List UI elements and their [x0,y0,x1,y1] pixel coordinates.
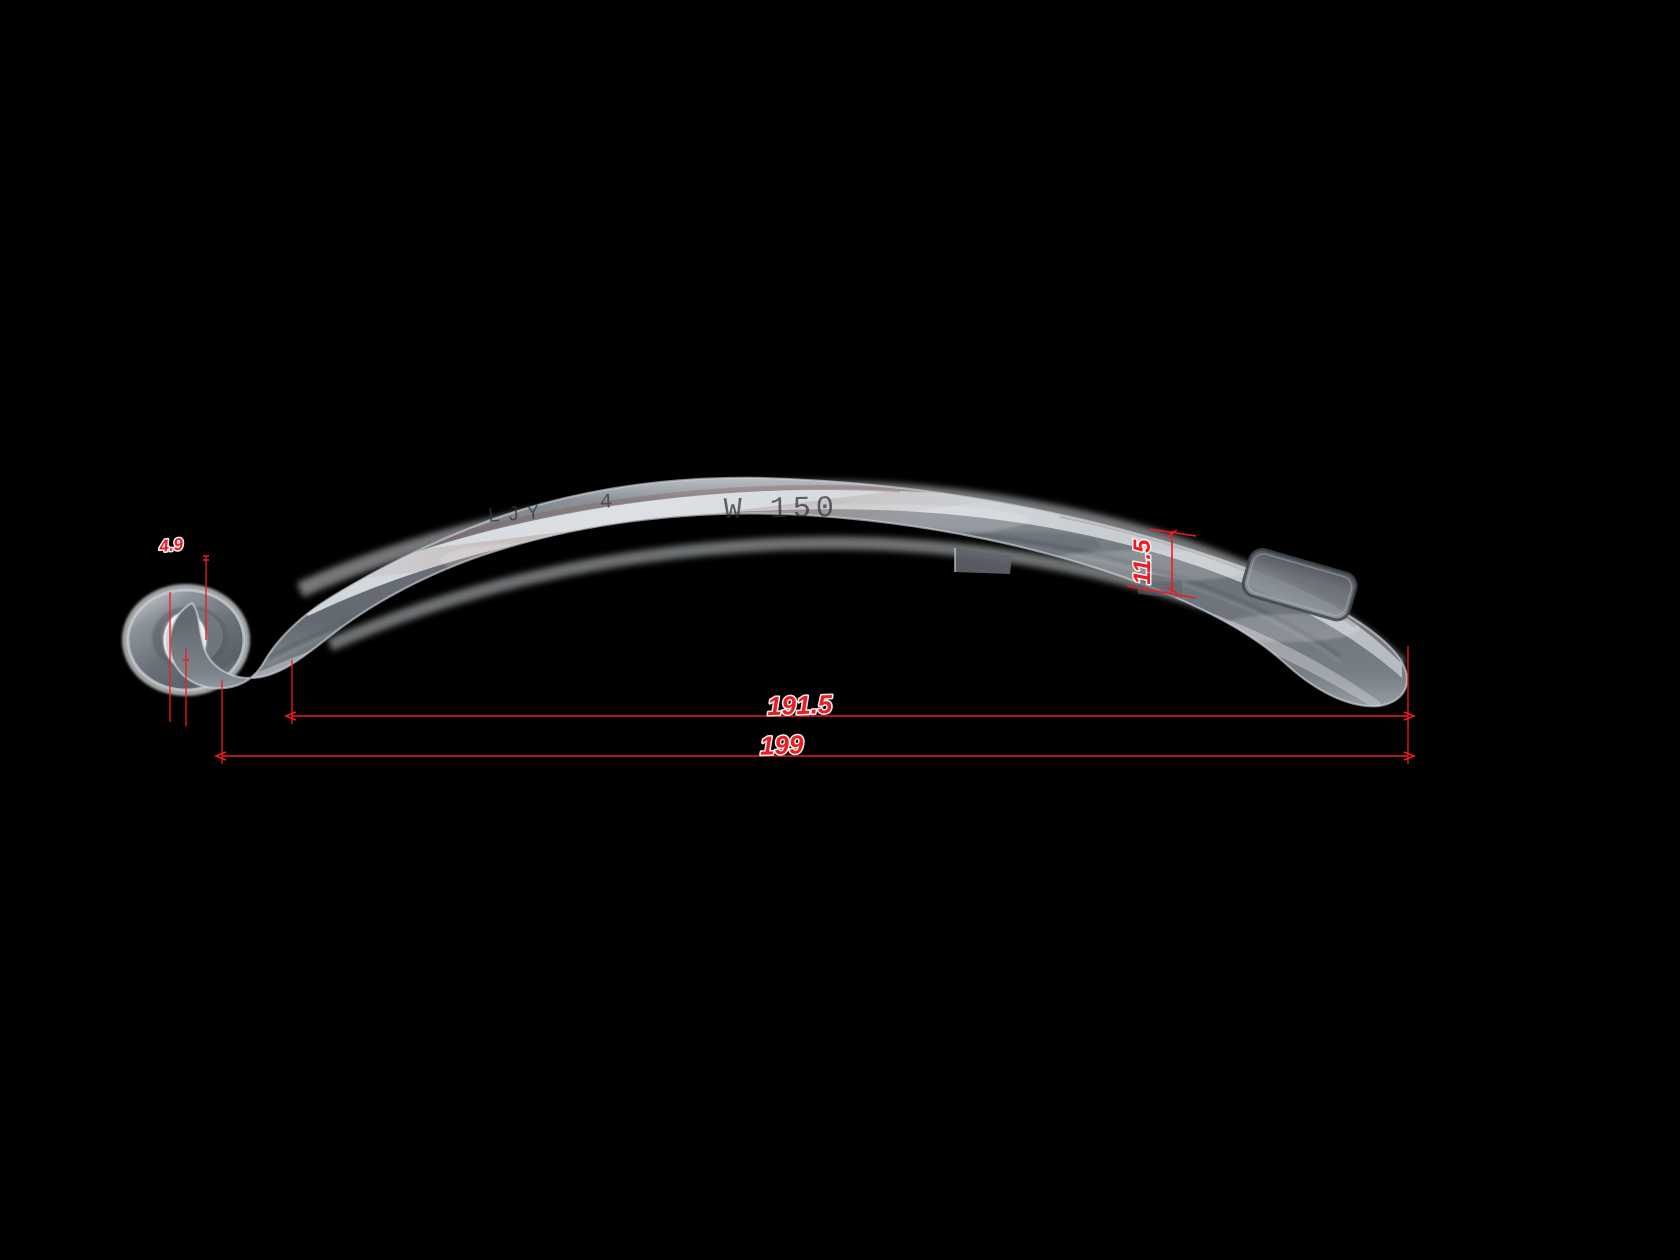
dim-height-11-5-label: 11.5 [1129,539,1156,585]
dimension-overlay: 4.9 11.5 191.5 [156,528,1417,764]
mark-w150: W 150 [724,492,840,528]
step-notch [954,548,1182,598]
dim-overall-191-5: 191.5 [283,646,1417,724]
dim-overall-199-label: 199 [759,729,804,761]
mark-4: 4 [599,491,613,515]
dim-eye-4-9-label: 4.9 [157,535,184,557]
mark-ljy: LJY [487,502,547,529]
embossed-markings: LJY 4 W 150 [487,491,839,529]
dim-overall-191-5-label: 191.5 [767,689,834,721]
dim-height-11-5: 11.5 [1126,528,1197,599]
dim-eye-4-9: 4.9 [156,533,209,726]
stamped-pocket-recess [1241,548,1358,622]
dim-overall-199: 199 [213,680,1417,764]
